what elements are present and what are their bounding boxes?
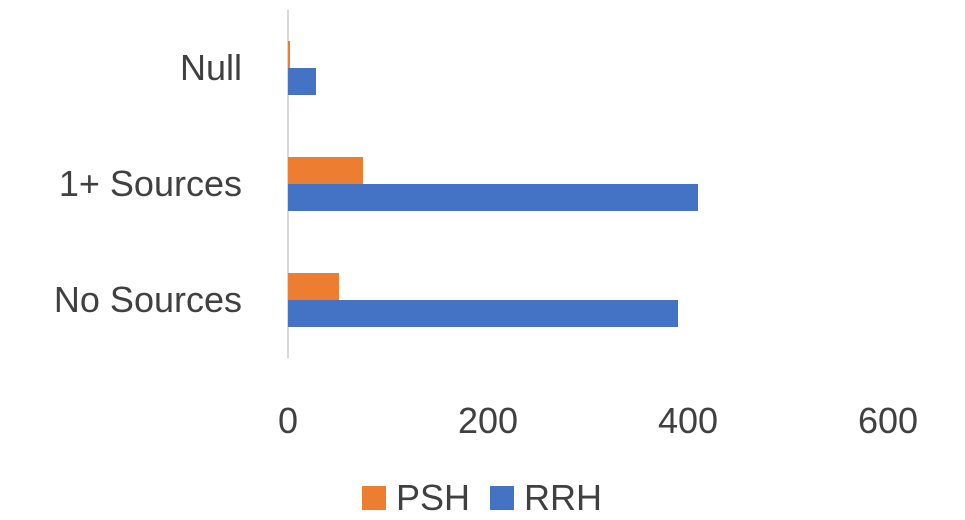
x-tick-label: 0 — [278, 400, 298, 441]
category-label: Null — [180, 47, 242, 88]
legend-swatch-rrh — [490, 486, 514, 510]
x-tick-label: 200 — [458, 400, 518, 441]
legend: PSH RRH — [362, 477, 602, 518]
legend-swatch-psh — [362, 486, 386, 510]
category-label: No Sources — [54, 279, 242, 320]
x-axis-ticks: 0 200 400 600 — [278, 400, 918, 441]
x-tick-label: 400 — [658, 400, 718, 441]
category-label: 1+ Sources — [59, 163, 242, 204]
category-labels: No Sources 1+ Sources Null — [54, 47, 242, 320]
bar-psh-null — [288, 41, 290, 68]
plot-area — [287, 10, 698, 358]
bar-rrh-1-sources — [288, 184, 698, 211]
legend-label-rrh: RRH — [524, 477, 602, 518]
x-tick-label: 600 — [858, 400, 918, 441]
bar-rrh-no-sources — [288, 300, 678, 327]
bar-psh-no-sources — [288, 273, 339, 300]
bar-rrh-null — [288, 68, 316, 95]
legend-label-psh: PSH — [396, 477, 470, 518]
bar-psh-1-sources — [288, 157, 363, 184]
